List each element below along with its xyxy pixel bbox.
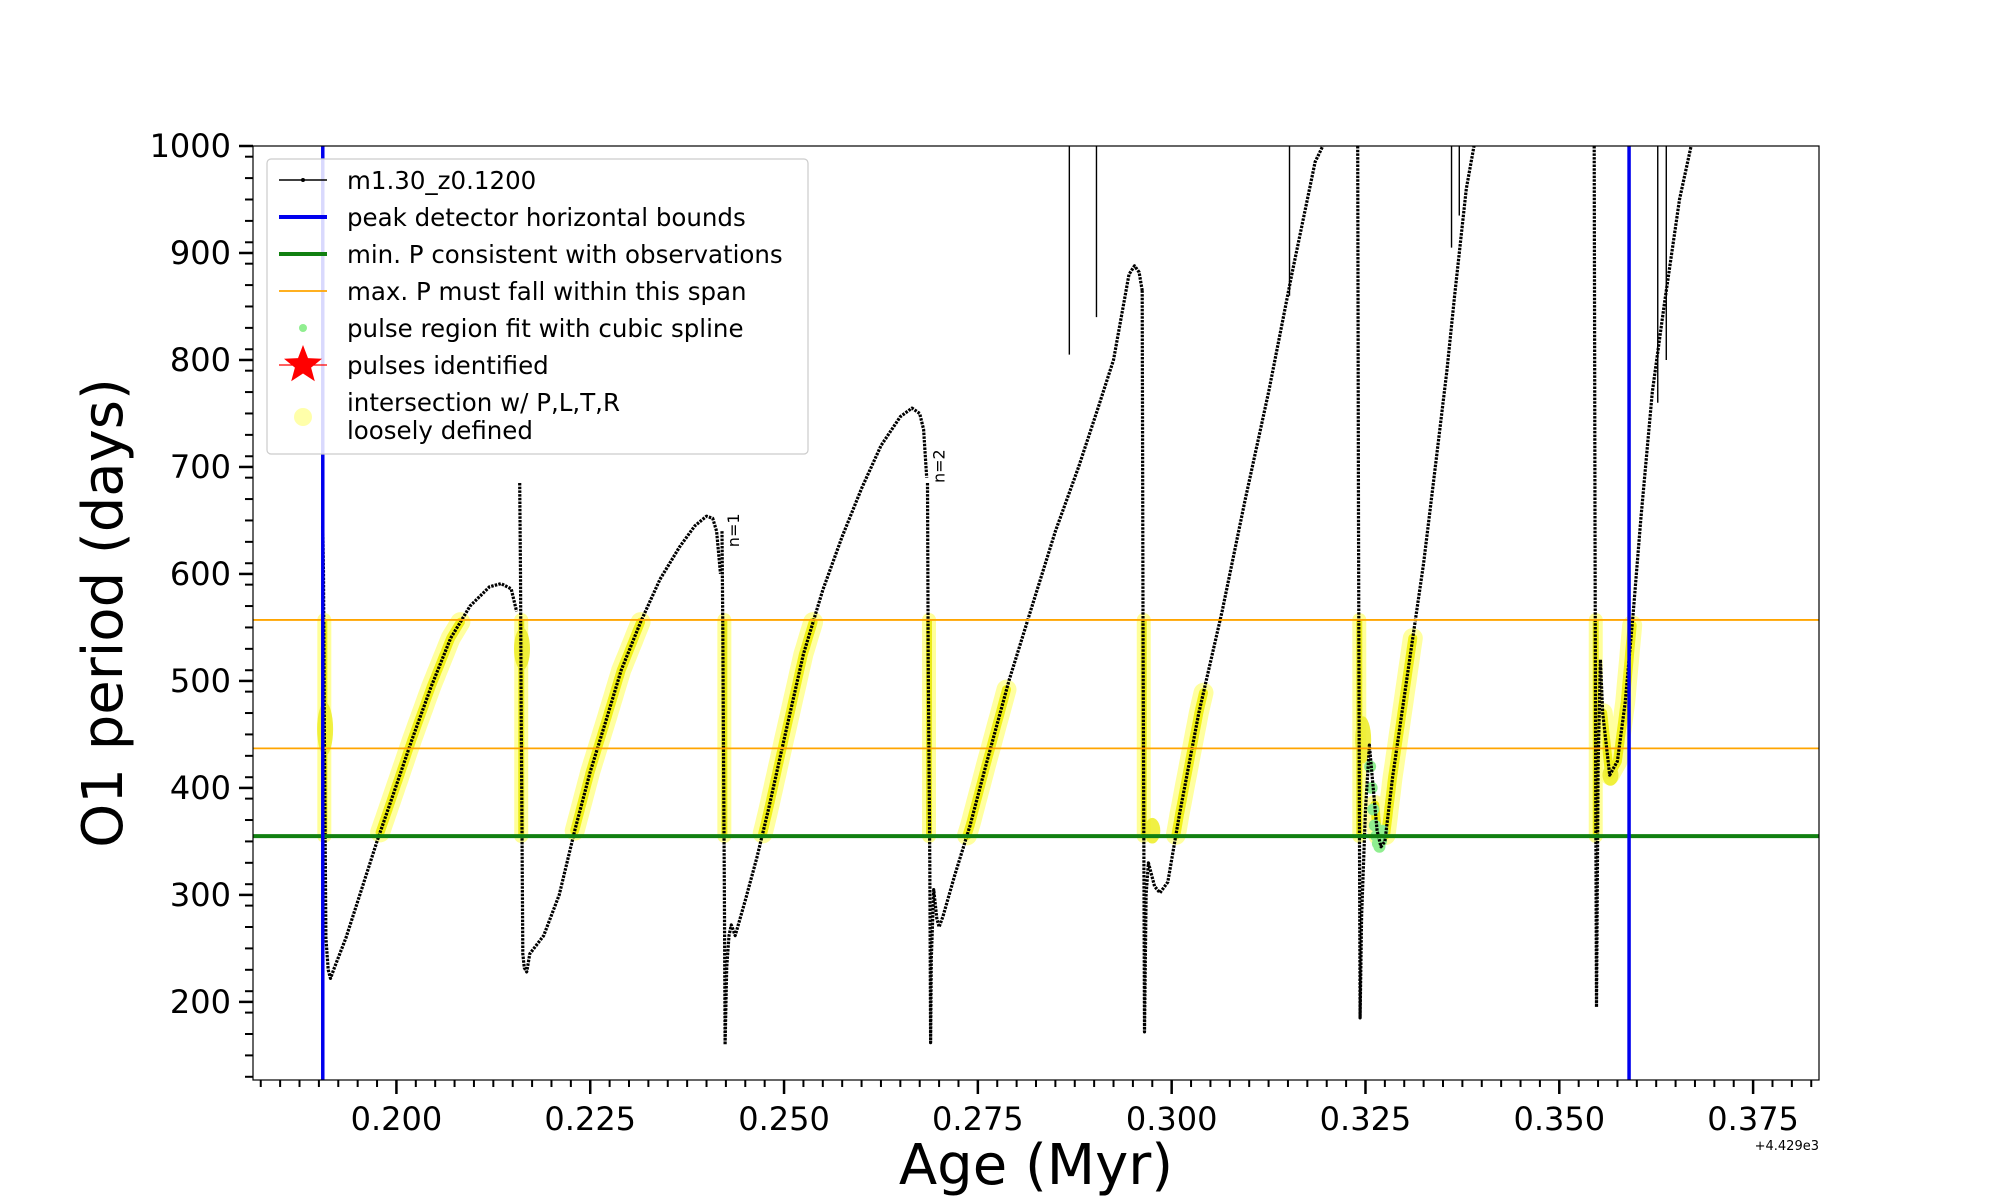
legend-swatch-circle bbox=[294, 408, 312, 426]
intersection-blob bbox=[1144, 817, 1161, 844]
x-offset-label: +4.429e3 bbox=[1755, 1139, 1819, 1154]
y-tick-label: 700 bbox=[170, 448, 231, 486]
legend-label: max. P must fall within this span bbox=[347, 277, 747, 306]
x-tick-label: 0.325 bbox=[1320, 1100, 1412, 1138]
legend-label: pulse region fit with cubic spline bbox=[347, 314, 744, 343]
annotation-layer: n=1 n=2 bbox=[724, 449, 949, 547]
x-tick-label: 0.275 bbox=[932, 1100, 1024, 1138]
y-tick-label: 400 bbox=[170, 769, 231, 807]
intersection-blob bbox=[514, 627, 531, 671]
y-tick-label: 300 bbox=[170, 876, 231, 914]
y-axis-label: O1 period (days) bbox=[71, 378, 136, 848]
legend-label: peak detector horizontal bounds bbox=[347, 203, 746, 232]
series-line bbox=[925, 264, 1144, 1045]
x-tick-label: 0.300 bbox=[1126, 1100, 1218, 1138]
legend-box bbox=[266, 158, 809, 455]
x-tick-label: 0.225 bbox=[544, 1100, 636, 1138]
legend-label: loosely defined bbox=[347, 416, 533, 445]
legend-swatch-star bbox=[284, 345, 322, 382]
y-tick-label: 1000 bbox=[150, 127, 231, 165]
x-tick-label: 0.250 bbox=[738, 1100, 830, 1138]
series-layer bbox=[321, 146, 1693, 1047]
spline-point bbox=[1367, 803, 1380, 816]
x-axis-label: Age (Myr) bbox=[899, 1133, 1173, 1198]
legend-label: m1.30_z0.1200 bbox=[347, 166, 536, 195]
legend-label: intersection w/ P,L,T,R bbox=[347, 388, 620, 417]
series-line bbox=[1356, 146, 1476, 1020]
series-line bbox=[720, 406, 929, 1047]
x-tick-label: 0.375 bbox=[1707, 1100, 1799, 1138]
y-tick-label: 200 bbox=[170, 983, 231, 1021]
legend-swatch-dot bbox=[299, 324, 307, 332]
annotation: n=2 bbox=[930, 449, 949, 483]
axis-layer: 0.200 0.225 0.250 0.275 0.300 0.325 0.350 0.375… bbox=[150, 127, 1813, 1138]
y-tick-label: 900 bbox=[170, 234, 231, 272]
x-tick-label: 0.200 bbox=[351, 1100, 443, 1138]
x-tick-label: 0.350 bbox=[1513, 1100, 1605, 1138]
legend-swatch-dot bbox=[301, 178, 305, 182]
reference-line-layer bbox=[253, 146, 1819, 1080]
legend-label: min. P consistent with observations bbox=[347, 240, 783, 269]
series-line bbox=[321, 525, 519, 980]
series-line bbox=[518, 482, 723, 974]
y-tick-label: 500 bbox=[170, 662, 231, 700]
y-tick-label: 800 bbox=[170, 341, 231, 379]
legend-label: pulses identified bbox=[347, 351, 549, 380]
series-line bbox=[1140, 146, 1325, 1034]
annotation: n=1 bbox=[724, 513, 743, 547]
y-tick-label: 600 bbox=[170, 555, 231, 593]
